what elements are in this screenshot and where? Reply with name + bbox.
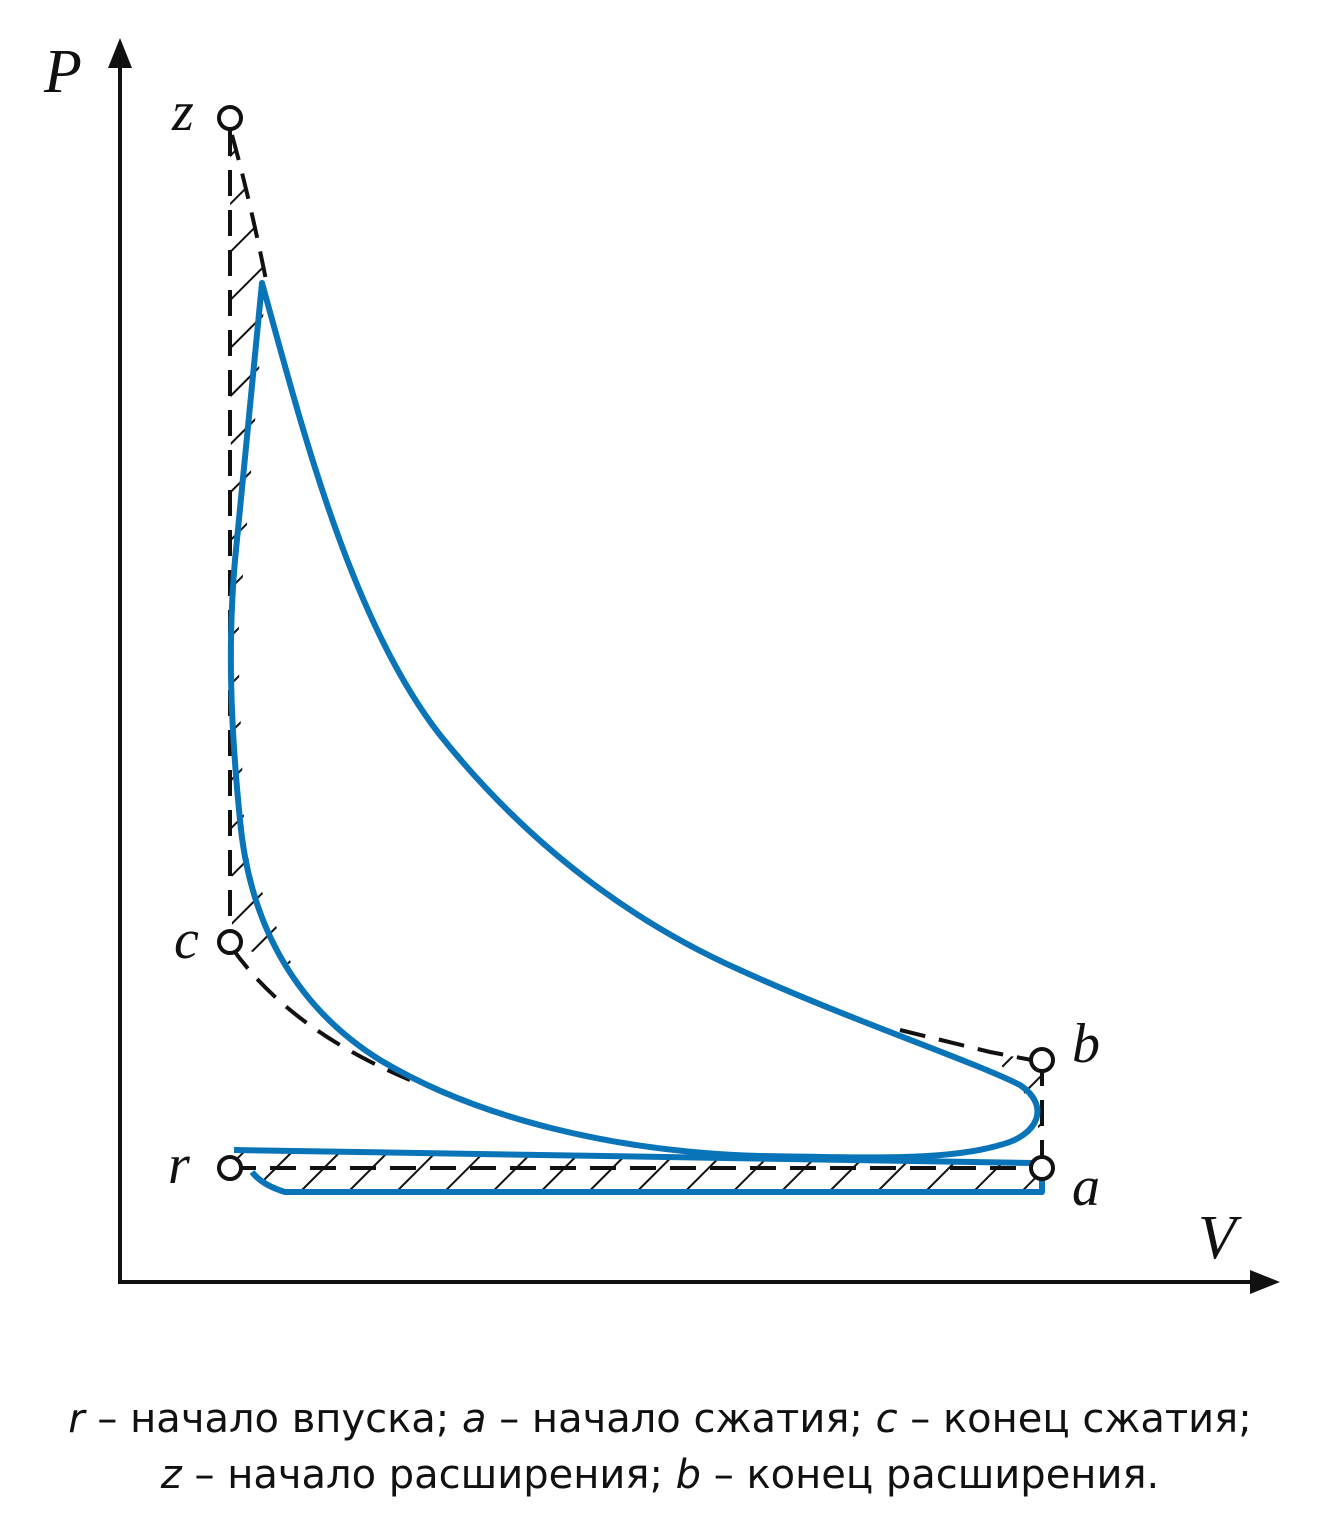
caption-symbol: r: [68, 1396, 87, 1442]
axes: [108, 38, 1280, 1294]
point-label: r: [168, 1134, 190, 1196]
point-label: b: [1072, 1013, 1100, 1075]
caption-symbol: a: [449, 1396, 486, 1442]
points: [217, 105, 1055, 1181]
caption-text: – начало сжатия;: [486, 1396, 862, 1442]
caption-symbol: c: [863, 1396, 898, 1442]
point-label: z: [171, 81, 194, 143]
caption-text: – начало впуска;: [85, 1396, 450, 1442]
caption-text: – конец сжатия;: [898, 1396, 1252, 1442]
caption-text: – конец расширения.: [701, 1452, 1159, 1498]
hatched-areas: [230, 130, 1042, 1190]
indicator-diagram: [227, 280, 1045, 1195]
caption-line: z – начало расширения; b – конец расшире…: [160, 1452, 1159, 1498]
caption-text: – начало расширения;: [182, 1452, 663, 1498]
y-axis-label: P: [43, 38, 82, 106]
x-axis-label: V: [1198, 1204, 1242, 1272]
caption-symbol: z: [160, 1452, 183, 1498]
caption-line: r – начало впуска; a – начало сжатия; c …: [68, 1396, 1251, 1442]
point-label: a: [1072, 1156, 1100, 1218]
caption: r – начало впуска; a – начало сжатия; c …: [68, 1396, 1251, 1498]
point-label: c: [174, 909, 199, 971]
caption-symbol: b: [663, 1452, 701, 1498]
theoretical-cycle: [228, 130, 1044, 1170]
